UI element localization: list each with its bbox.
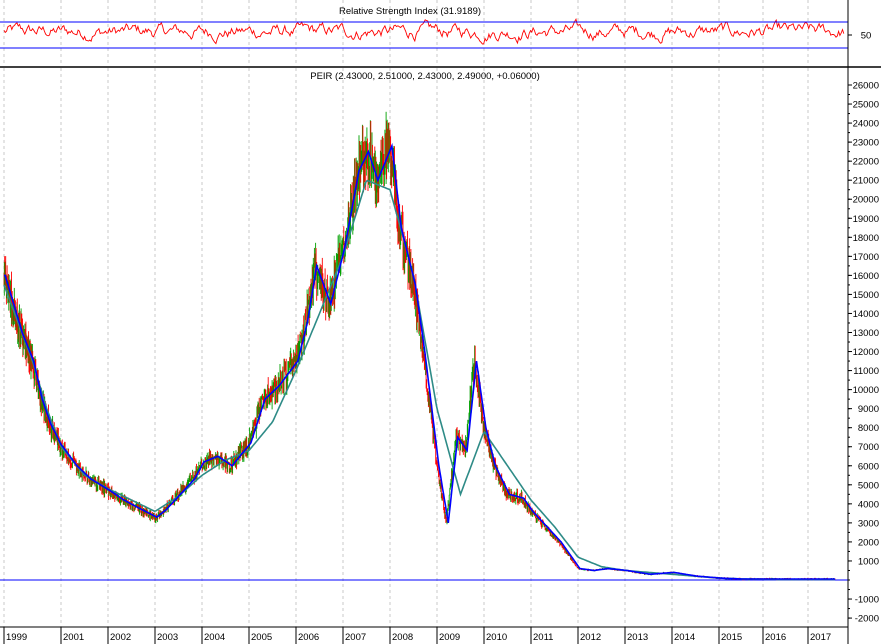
price-y-axis: -2000 -1000 1000 2000 3000 4000 5000 6000 7000 80…	[848, 81, 879, 625]
x-tick-label: 2017	[810, 632, 831, 643]
x-tick-label: 2001	[63, 632, 84, 643]
price-bars	[3, 111, 836, 581]
price-y-tick-label: 11000	[853, 366, 879, 377]
rsi-title: Relative Strength Index (31.9189)	[339, 6, 481, 17]
price-y-tick-label: 5000	[858, 480, 879, 491]
price-y-tick-label: 16000	[853, 271, 879, 282]
x-tick-label: 2006	[298, 632, 319, 643]
price-grid	[3, 68, 809, 627]
price-y-tick-label: 25000	[853, 100, 879, 111]
price-y-tick-label: 20000	[853, 195, 879, 206]
price-y-tick-label: 18000	[853, 233, 879, 244]
x-tick-label: 2009	[439, 632, 460, 643]
ma-long-line	[3, 179, 835, 581]
x-tick-label: 2002	[110, 632, 131, 643]
price-y-tick-label: 15000	[853, 290, 879, 301]
rsi-y-axis: 50	[848, 31, 871, 42]
price-y-tick-label: 23000	[853, 138, 879, 149]
x-tick-label: 2007	[345, 632, 366, 643]
price-y-tick-label: 1000	[858, 556, 879, 567]
price-y-tick-label: -2000	[855, 614, 879, 625]
x-tick-label: 1999	[6, 632, 27, 643]
price-y-tick-label: 24000	[853, 119, 879, 130]
price-y-tick-label: 21000	[853, 176, 879, 187]
x-tick-label: 2003	[157, 632, 178, 643]
rsi-panel: Relative Strength Index (31.9189) 50	[0, 0, 871, 66]
x-tick-label: 2013	[627, 632, 648, 643]
price-y-tick-label: 8000	[858, 423, 879, 434]
price-y-tick-label: -1000	[855, 595, 879, 606]
x-tick-label: 2016	[765, 632, 786, 643]
price-y-tick-label: 6000	[858, 461, 879, 472]
rsi-y-tick-label: 50	[861, 31, 872, 42]
price-panel: PEIR (2.43000, 2.51000, 2.43000, 2.49000…	[0, 68, 879, 627]
ma-short-line	[4, 142, 835, 580]
price-y-tick-label: 19000	[853, 214, 879, 225]
price-y-tick-label: 22000	[853, 157, 879, 168]
price-y-tick-label: 12000	[853, 347, 879, 358]
x-axis: 1999 2001 2002 2003 2004 2005 2006 2007 2008 2009…	[0, 626, 848, 644]
x-tick-label: 2004	[204, 632, 225, 643]
price-y-tick-label: 3000	[858, 518, 879, 529]
price-y-tick-label: 9000	[858, 404, 879, 415]
rsi-line	[3, 17, 845, 45]
price-y-tick-label: 17000	[853, 252, 879, 263]
price-y-tick-label: 2000	[858, 537, 879, 548]
x-tick-label: 2011	[533, 632, 553, 643]
x-tick-label: 2010	[486, 632, 507, 643]
price-y-tick-label: 4000	[858, 499, 879, 510]
x-tick-label: 2014	[674, 632, 695, 643]
x-tick-label: 2005	[251, 632, 272, 643]
x-tick-label: 2008	[392, 632, 413, 643]
x-tick-label: 2015	[721, 632, 742, 643]
price-y-tick-label: 7000	[858, 442, 879, 453]
price-y-tick-label: 10000	[853, 385, 879, 396]
price-y-tick-label: 14000	[853, 309, 879, 320]
price-y-tick-label: 13000	[853, 328, 879, 339]
price-title: PEIR (2.43000, 2.51000, 2.43000, 2.49000…	[310, 71, 540, 82]
x-tick-label: 2012	[580, 632, 601, 643]
price-y-tick-label: 26000	[853, 81, 879, 92]
